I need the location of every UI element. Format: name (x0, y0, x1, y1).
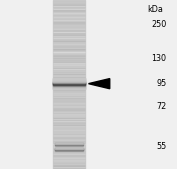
Text: 95: 95 (156, 79, 166, 88)
Text: 250: 250 (151, 20, 166, 29)
Polygon shape (88, 79, 110, 89)
Text: 55: 55 (156, 142, 166, 151)
Text: kDa: kDa (147, 5, 163, 14)
Text: 72: 72 (156, 102, 166, 111)
Text: 130: 130 (151, 54, 166, 63)
Bar (53, 0, 85, 169)
